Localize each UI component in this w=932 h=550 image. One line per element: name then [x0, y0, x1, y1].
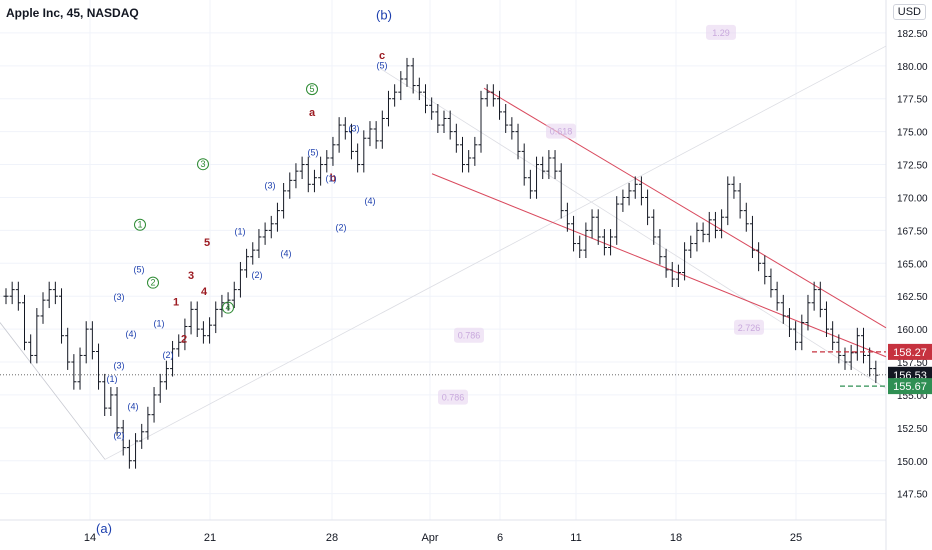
x-tick-label: 6 — [497, 532, 503, 544]
wave-label: (a) — [96, 521, 112, 536]
wave-label: 3 — [188, 270, 194, 282]
wave-label: (3) — [114, 292, 125, 302]
y-tick-label: 157.50 — [897, 358, 928, 369]
price-tag-label-upper: 158.27 — [893, 347, 927, 359]
x-tick-label: 21 — [204, 532, 216, 544]
wave-label: (4) — [281, 249, 292, 259]
y-tick-label: 165.00 — [897, 259, 928, 270]
y-tick-label: 180.00 — [897, 62, 928, 73]
wave-label: 2 — [150, 278, 155, 288]
wave-label: (2) — [163, 350, 174, 360]
y-tick-label: 162.50 — [897, 292, 928, 303]
wave-label-circle — [147, 276, 159, 289]
wave-label: 1 — [173, 296, 179, 308]
y-tick-label: 147.50 — [897, 490, 928, 501]
wave-label: (1) — [154, 318, 165, 328]
wave-label: (4) — [365, 196, 376, 206]
channel-upper-line — [483, 87, 887, 329]
x-tick-label: 25 — [790, 532, 802, 544]
wave-label: 5 — [204, 237, 210, 249]
price-tag-label-lower: 155.67 — [893, 381, 927, 393]
wave-label: b — [330, 173, 337, 185]
wave-label: 4 — [201, 286, 208, 298]
y-tick-label: 172.50 — [897, 161, 928, 172]
wave-label: (b) — [376, 8, 392, 23]
x-tick-label: 18 — [670, 532, 682, 544]
wave-label: (1) — [107, 374, 118, 384]
guide-line — [0, 322, 106, 460]
fib-label: 0.786 — [442, 393, 465, 403]
wave-label: (5) — [308, 147, 319, 157]
wave-label: (4) — [126, 329, 137, 339]
wave-label: 3 — [200, 159, 205, 169]
y-tick-label: 160.00 — [897, 325, 928, 336]
x-tick-label: Apr — [421, 532, 438, 544]
wave-label-circle — [197, 158, 209, 171]
wave-label: a — [309, 107, 316, 119]
wave-label: (5) — [377, 60, 388, 70]
fib-label-box — [454, 327, 484, 343]
wave-label: (3) — [114, 361, 125, 371]
wave-label: (2) — [114, 430, 125, 440]
wave-label: c — [379, 50, 385, 62]
wave-label: (1) — [326, 174, 337, 184]
chart-title: Apple Inc, 45, NASDAQ — [6, 6, 139, 20]
x-tick-label: 28 — [326, 532, 338, 544]
y-tick-label: 175.00 — [897, 128, 928, 139]
price-tag-lower — [888, 378, 932, 395]
wave-label: (3) — [349, 124, 360, 134]
wave-label-circle — [222, 301, 234, 314]
ohlc-series — [3, 57, 879, 469]
y-tick-label: 150.00 — [897, 457, 928, 468]
fib-label-box — [546, 123, 576, 139]
wave-label: (3) — [265, 180, 276, 190]
fib-label: 1.29 — [712, 28, 730, 38]
fib-label: 0.618 — [550, 127, 573, 137]
fib-label-box — [438, 389, 468, 405]
wave-label-circle — [134, 218, 146, 231]
wave-label-circle — [306, 83, 318, 96]
fib-label: 2.726 — [738, 323, 761, 333]
channel-lower-line — [431, 173, 887, 358]
x-tick-label: 14 — [84, 532, 96, 544]
wave-label: 1 — [137, 220, 142, 230]
fib-label: 0.786 — [458, 331, 481, 341]
fib-label-box — [706, 24, 736, 40]
wave-label: (2) — [252, 270, 263, 280]
y-tick-label: 155.00 — [897, 391, 928, 402]
wave-label: (5) — [134, 265, 145, 275]
x-tick-label: 11 — [570, 532, 581, 544]
y-tick-label: 177.50 — [897, 95, 928, 106]
currency-selector[interactable]: USD — [892, 4, 926, 20]
wave-label: 4 — [225, 303, 230, 313]
wave-label: (1) — [235, 226, 246, 236]
wave-label: 5 — [309, 84, 314, 94]
fib-label-box — [734, 319, 764, 335]
wave-label: (4) — [128, 401, 139, 411]
wave-label: (2) — [336, 222, 347, 232]
y-tick-label: 170.00 — [897, 193, 928, 204]
guide-line — [104, 45, 887, 460]
wave-label: 2 — [181, 333, 187, 345]
price-tag-upper — [888, 343, 932, 360]
y-tick-label: 152.50 — [897, 424, 928, 435]
y-tick-label: 167.50 — [897, 226, 928, 237]
y-tick-label: 182.50 — [897, 29, 928, 40]
